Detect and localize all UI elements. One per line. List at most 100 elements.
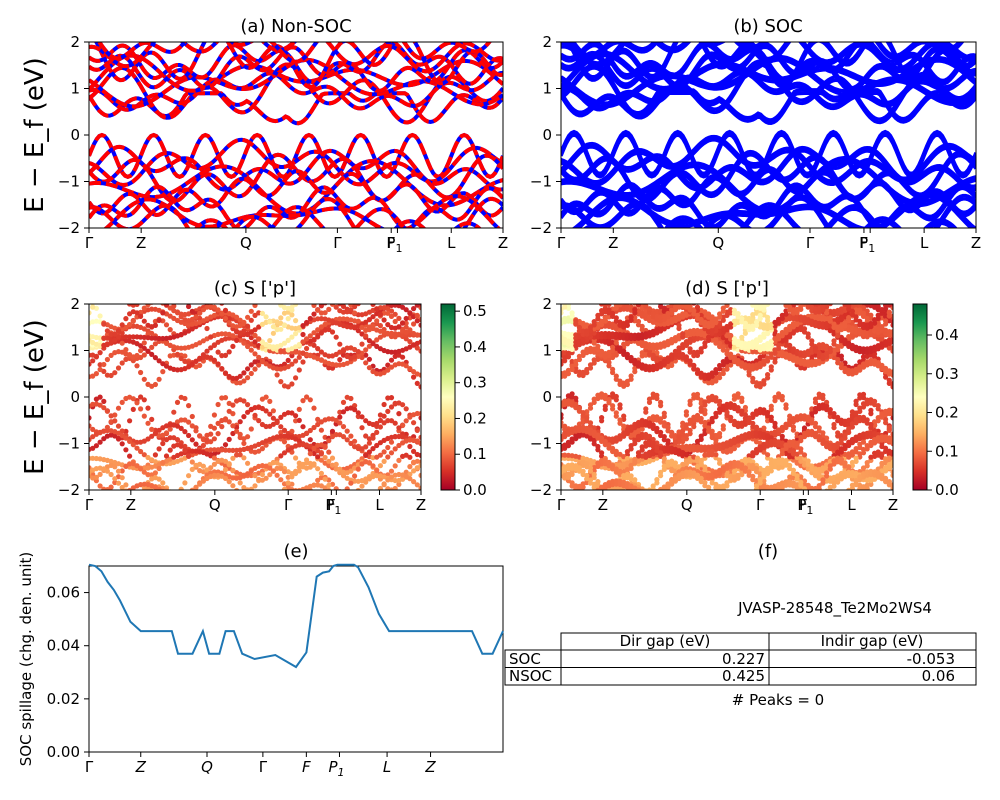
projection-point	[278, 326, 284, 332]
projection-point	[599, 450, 605, 456]
projection-point	[879, 472, 885, 479]
projection-point	[672, 475, 679, 481]
projection-point	[186, 490, 191, 495]
x-tick-label: F	[860, 234, 869, 252]
projection-point	[654, 491, 659, 496]
projection-point	[363, 298, 368, 303]
projection-point	[565, 367, 572, 373]
x-tick-label: F	[387, 234, 396, 252]
projection-point	[385, 444, 391, 451]
projection-point	[724, 401, 730, 407]
projection-point	[610, 445, 616, 451]
projection-point	[160, 480, 166, 486]
projection-point	[392, 318, 398, 325]
projection-point	[683, 422, 690, 428]
x-tick-label: Γ	[806, 234, 815, 252]
band-ylabel-mid: E − E_f (eV)	[20, 319, 50, 475]
projection-point	[245, 375, 251, 381]
projection-point	[835, 441, 841, 447]
projection-point	[141, 352, 147, 358]
projection-point	[418, 485, 421, 490]
projection-point	[381, 449, 387, 455]
projection-point	[890, 459, 893, 465]
projection-point	[200, 352, 206, 358]
projection-point	[152, 322, 158, 328]
projection-point	[208, 431, 214, 437]
projection-point	[115, 480, 122, 486]
x-tick-label: P1	[859, 234, 875, 255]
projection-point	[326, 438, 332, 444]
projection-point	[654, 350, 660, 356]
projection-point	[672, 460, 679, 466]
projection-point	[230, 447, 236, 453]
projection-point	[809, 411, 815, 417]
projection-point	[289, 410, 295, 416]
projection-point	[698, 457, 704, 464]
projection-point	[602, 392, 608, 398]
projection-point	[683, 354, 690, 360]
projection-point	[94, 298, 99, 303]
projection-point	[820, 430, 826, 436]
projection-point	[827, 345, 833, 351]
projection-point	[584, 472, 590, 479]
projection-point	[326, 487, 332, 490]
projection-point	[886, 424, 892, 430]
projection-point	[340, 316, 347, 322]
projection-point	[108, 484, 114, 490]
projection-point	[326, 458, 332, 464]
projection-point	[186, 419, 192, 425]
projection-point	[267, 411, 273, 417]
projection-point	[141, 469, 147, 475]
projection-point	[322, 454, 328, 461]
x-tick-label: P1	[325, 496, 341, 517]
projection-point	[621, 413, 627, 419]
projection-point	[687, 358, 693, 364]
projection-point	[89, 423, 92, 429]
projection-point	[245, 434, 251, 440]
projection-point	[768, 461, 774, 467]
projection-point	[326, 326, 332, 333]
projection-point	[735, 391, 741, 397]
projection-point	[621, 341, 627, 347]
projection-point	[403, 363, 409, 369]
projection-point	[820, 492, 825, 497]
projection-point	[683, 443, 690, 449]
projection-point	[665, 481, 671, 487]
projection-point	[610, 344, 616, 350]
projection-point	[654, 477, 660, 483]
projection-point	[407, 476, 413, 482]
projection-point	[108, 352, 114, 358]
projection-point	[89, 310, 92, 316]
projection-point	[418, 348, 421, 354]
projection-point	[160, 369, 166, 375]
projection-point	[278, 465, 284, 472]
projection-point	[278, 433, 284, 439]
projection-point	[112, 464, 118, 470]
projection-point	[377, 485, 383, 490]
projection-point	[337, 420, 343, 426]
projection-point	[411, 420, 417, 426]
projection-point	[348, 433, 354, 439]
projection-point	[658, 490, 663, 495]
projection-point	[318, 451, 324, 457]
projection-point	[315, 477, 321, 483]
projection-point	[189, 308, 195, 314]
projection-point	[418, 372, 421, 378]
projection-point	[211, 472, 217, 478]
projection-point	[576, 405, 583, 411]
projection-point	[366, 460, 372, 466]
projection-point	[886, 407, 892, 413]
projection-point	[97, 483, 103, 489]
projection-point	[186, 473, 192, 479]
projection-point	[587, 465, 594, 471]
projection-point	[352, 492, 357, 497]
projection-point	[385, 322, 391, 328]
projection-point	[211, 469, 217, 475]
projection-point	[263, 361, 269, 367]
projection-point	[661, 410, 667, 416]
projection-point	[864, 417, 870, 423]
projection-point	[381, 481, 387, 487]
projection-point	[359, 324, 365, 330]
projection-point	[860, 354, 867, 360]
